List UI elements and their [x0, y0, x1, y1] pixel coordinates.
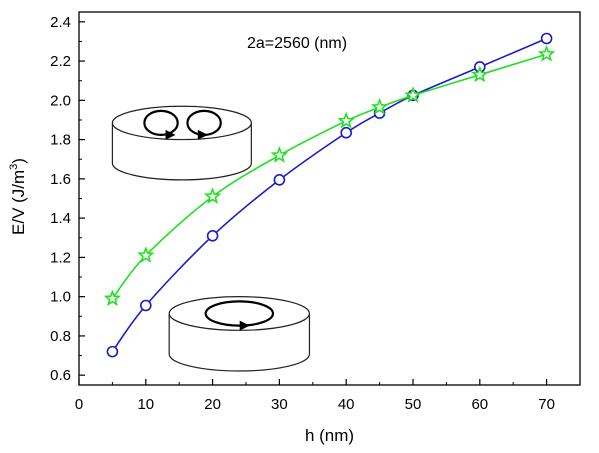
series-0-point-2 [206, 230, 219, 242]
single-vortex-disk-icon-top [168, 296, 311, 331]
x-tick-label-7: 70 [538, 396, 555, 413]
series-1-point-7 [471, 65, 489, 83]
y-tick-label-7: 2.0 [50, 92, 71, 109]
y-axis-label: E/V (J/m3) [8, 158, 28, 235]
vortex-pair-disk-icon-arrow-1 [197, 129, 208, 140]
x-tick-label-5: 50 [405, 396, 422, 413]
chart-annotation: 2a=2560 (nm) [247, 35, 347, 52]
y-tick-label-3: 1.2 [50, 249, 71, 266]
vortex-pair-disk-icon-arrow-0 [165, 129, 176, 140]
single-vortex-disk-icon-vortex-0 [204, 300, 275, 327]
series-0-point-0 [106, 345, 119, 358]
series-0-line [111, 37, 547, 353]
series-1-point-2 [203, 187, 222, 204]
y-tick-label-1: 0.8 [50, 328, 71, 345]
x-tick-label-3: 30 [271, 396, 288, 413]
ticks-layer: 0 10 20 30 40 50 60 70 0.6 0.8 1.0 1.2 1.4 1.6 1.8 2.0 2… [50, 14, 555, 413]
single-vortex-disk-icon [168, 296, 311, 372]
series-1-point-3 [270, 146, 289, 163]
series-1-point-0 [103, 289, 122, 307]
x-tick-label-1: 10 [137, 396, 154, 413]
series-1-point-4 [337, 111, 355, 129]
y-tick-label-2: 1.0 [50, 289, 71, 306]
vortex-pair-disk-icon [111, 105, 252, 181]
x-axis-label: h (nm) [305, 426, 354, 445]
single-vortex-disk-icon-arrow-0 [239, 320, 250, 331]
insets [111, 105, 311, 372]
series-0-point-3 [273, 174, 286, 186]
series-1-point-1 [137, 246, 155, 263]
vortex-pair-disk-icon-top [111, 105, 252, 141]
series-1-point-6 [404, 86, 422, 103]
series-1 [103, 44, 556, 307]
series-0-point-8 [540, 32, 553, 45]
x-tick-label-6: 60 [471, 396, 488, 413]
x-tick-label-4: 40 [338, 396, 355, 413]
y-axis-label-close: ) [9, 158, 28, 164]
y-tick-label-4: 1.4 [50, 210, 71, 227]
y-axis-label-superscript: 3 [8, 164, 20, 170]
y-tick-label-5: 1.6 [50, 171, 71, 188]
series-1-point-5 [370, 97, 389, 115]
y-axis-label-main: E/V (J/m [9, 170, 28, 235]
y-tick-label-6: 1.8 [50, 132, 71, 149]
plot-frame [78, 11, 581, 386]
y-tick-label-9: 2.4 [50, 14, 71, 31]
x-tick-label-2: 20 [204, 396, 221, 413]
series-0-point-4 [340, 126, 353, 139]
series-layer [103, 32, 556, 358]
series-1-point-8 [537, 44, 556, 62]
series-0-point-1 [140, 299, 152, 312]
x-tick-label-0: 0 [75, 396, 83, 413]
y-tick-label-8: 2.2 [50, 53, 71, 70]
vortex-pair-disk-icon-vortex-0 [143, 109, 179, 137]
y-tick-label-0: 0.6 [50, 367, 71, 384]
